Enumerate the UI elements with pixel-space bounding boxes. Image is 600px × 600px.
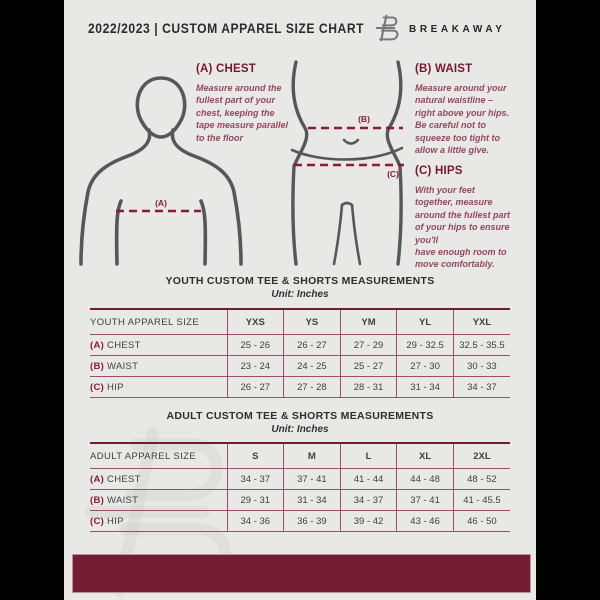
size-col-header: XL xyxy=(396,442,454,469)
measurement-cell: 48 - 52 xyxy=(452,468,510,490)
measurement-cell: 27 - 29 xyxy=(339,334,397,356)
measurement-cell: 44 - 48 xyxy=(396,468,454,490)
waist-instructions: Measure around your natural waistline – … xyxy=(415,83,510,156)
chest-line-label: (A) xyxy=(155,198,167,208)
size-col-header: YS xyxy=(283,308,341,335)
measurement-cell: 32.5 - 35.5 xyxy=(452,334,510,356)
chest-instructions: Measure around the fullest part of your … xyxy=(196,83,289,143)
youth-table-title: YOUTH CUSTOM TEE & SHORTS MEASUREMENTS xyxy=(165,275,435,287)
row-prefix: (A) xyxy=(90,473,105,485)
table-row: (B) WAIST 29 - 31 31 - 34 34 - 37 37 - 4… xyxy=(90,489,510,511)
table-row: (B) WAIST 23 - 24 24 - 25 25 - 27 27 - 3… xyxy=(90,355,510,377)
hips-line-label: (C) xyxy=(387,169,399,179)
breakaway-logo-icon xyxy=(375,14,403,47)
table-row: (C) HIP 34 - 36 36 - 39 39 - 42 43 - 46 … xyxy=(90,510,510,532)
torso-figure: (A) xyxy=(79,76,243,266)
hips-instructions: With your feet together, measure around … xyxy=(415,185,511,270)
table-row: ADULT APPAREL SIZE S M L XL 2XL xyxy=(90,442,510,469)
size-col-header: S xyxy=(226,442,284,469)
measurement-cell: 27 - 28 xyxy=(283,376,341,398)
row-label: (A) CHEST xyxy=(90,468,227,490)
youth-table-unit: Unit: Inches xyxy=(271,289,329,300)
row-label-text: CHEST xyxy=(107,473,141,485)
row-label-text: WAIST xyxy=(107,494,139,506)
measurement-cell: 25 - 27 xyxy=(339,355,397,377)
row-label: (C) HIP xyxy=(90,376,227,398)
size-col-header: YXS xyxy=(226,308,284,335)
measurement-cell: 41 - 45.5 xyxy=(452,489,510,511)
youth-size-table: YOUTH APPAREL SIZE YXS YS YM YL YXL (A) … xyxy=(90,308,510,398)
adult-size-table: ADULT APPAREL SIZE S M L XL 2XL (A) CHES… xyxy=(90,442,510,532)
size-col-header: 2XL xyxy=(452,442,510,469)
size-col-header: YXL xyxy=(452,308,510,335)
waist-heading: (B) WAIST xyxy=(415,63,473,75)
row-prefix: (A) xyxy=(90,339,105,351)
size-col-header: M xyxy=(283,442,341,469)
measurement-cell: 23 - 24 xyxy=(226,355,284,377)
brand-name: BREAKAWAY xyxy=(409,24,506,35)
measurement-cell: 34 - 36 xyxy=(226,510,284,532)
row-label-text: HIP xyxy=(107,515,124,527)
measurement-cell: 24 - 25 xyxy=(283,355,341,377)
chest-heading: (A) CHEST xyxy=(196,63,256,75)
row-prefix: (B) xyxy=(90,494,105,506)
row-label-text: HIP xyxy=(107,381,124,393)
adult-size-header: ADULT APPAREL SIZE xyxy=(90,442,227,469)
size-col-header: YL xyxy=(396,308,454,335)
measurement-cell: 34 - 37 xyxy=(226,468,284,490)
row-label: (A) CHEST xyxy=(90,334,227,356)
table-row: (A) CHEST 34 - 37 37 - 41 41 - 44 44 - 4… xyxy=(90,468,510,490)
waist-line-label: (B) xyxy=(358,114,370,124)
measurement-cell: 25 - 26 xyxy=(226,334,284,356)
footer-accent-bar xyxy=(73,555,530,592)
measurement-cell: 28 - 31 xyxy=(339,376,397,398)
measurement-cell: 46 - 50 xyxy=(452,510,510,532)
row-prefix: (C) xyxy=(90,381,105,393)
measurement-cell: 31 - 34 xyxy=(283,489,341,511)
chart-page: 2022/2023 | CUSTOM APPAREL SIZE CHART BR… xyxy=(64,0,536,600)
measurement-cell: 34 - 37 xyxy=(339,489,397,511)
row-label-text: WAIST xyxy=(107,360,139,372)
row-label-text: CHEST xyxy=(107,339,141,351)
adult-table-title: ADULT CUSTOM TEE & SHORTS MEASUREMENTS xyxy=(166,410,434,422)
measurement-cell: 37 - 41 xyxy=(283,468,341,490)
measurement-cell: 41 - 44 xyxy=(339,468,397,490)
row-prefix: (B) xyxy=(90,360,105,372)
size-col-header: YM xyxy=(339,308,397,335)
row-label: (B) WAIST xyxy=(90,355,227,377)
measurement-cell: 37 - 41 xyxy=(396,489,454,511)
measurement-cell: 29 - 31 xyxy=(226,489,284,511)
measurement-cell: 26 - 27 xyxy=(283,334,341,356)
adult-table-unit: Unit: Inches xyxy=(271,424,329,435)
measurement-cell: 39 - 42 xyxy=(339,510,397,532)
measurement-cell: 34 - 37 xyxy=(452,376,510,398)
table-row: (C) HIP 26 - 27 27 - 28 28 - 31 31 - 34 … xyxy=(90,376,510,398)
measurement-cell: 31 - 34 xyxy=(396,376,454,398)
measurement-cell: 43 - 46 xyxy=(396,510,454,532)
hips-figure: (B) (C) xyxy=(290,60,404,266)
row-label: (B) WAIST xyxy=(90,489,227,511)
hips-heading: (C) HIPS xyxy=(415,165,463,177)
row-prefix: (C) xyxy=(90,515,105,527)
measurement-cell: 27 - 30 xyxy=(396,355,454,377)
measurement-cell: 30 - 33 xyxy=(452,355,510,377)
measurement-cell: 36 - 39 xyxy=(283,510,341,532)
size-col-header: L xyxy=(339,442,397,469)
youth-size-header: YOUTH APPAREL SIZE xyxy=(90,308,227,335)
measurement-cell: 26 - 27 xyxy=(226,376,284,398)
table-row: (A) CHEST 25 - 26 26 - 27 27 - 29 29 - 3… xyxy=(90,334,510,356)
page-title: 2022/2023 | CUSTOM APPAREL SIZE CHART xyxy=(88,21,365,36)
table-row: YOUTH APPAREL SIZE YXS YS YM YL YXL xyxy=(90,308,510,335)
measurement-cell: 29 - 32.5 xyxy=(396,334,454,356)
row-label: (C) HIP xyxy=(90,510,227,532)
